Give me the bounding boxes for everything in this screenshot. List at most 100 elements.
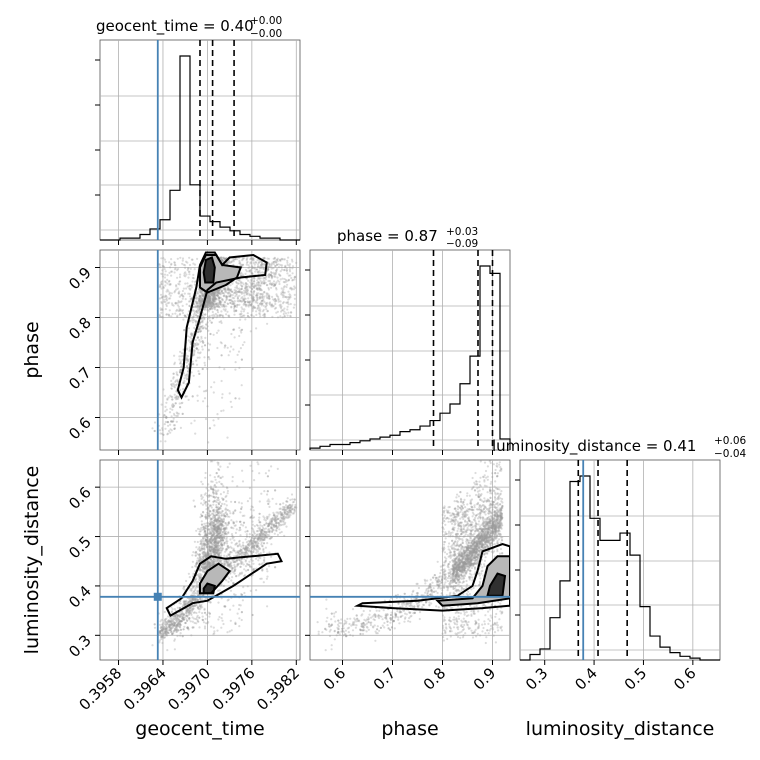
sample-point	[199, 351, 202, 354]
sample-point	[258, 287, 261, 290]
sample-point	[203, 317, 206, 320]
sample-point	[266, 297, 269, 300]
sample-point	[251, 297, 254, 300]
sample-point	[192, 581, 196, 584]
sample-point	[232, 328, 235, 331]
sample-point	[265, 283, 268, 287]
sample-point	[212, 538, 215, 541]
sample-point	[198, 328, 201, 331]
sample-point	[238, 529, 241, 532]
sample-point	[210, 550, 213, 553]
sample-point	[235, 542, 238, 545]
sample-point	[249, 508, 252, 511]
sample-point	[224, 507, 227, 510]
sample-point	[231, 537, 234, 540]
sample-point	[162, 265, 165, 268]
sample-point	[178, 280, 181, 283]
sample-point	[244, 538, 247, 541]
sample-point	[162, 433, 165, 436]
sample-point	[209, 298, 212, 301]
sample-point	[258, 287, 261, 290]
sample-point	[174, 402, 177, 405]
sample-point	[213, 296, 216, 299]
sample-point	[165, 313, 168, 316]
sample-point	[207, 301, 210, 304]
sample-point	[198, 295, 202, 298]
sample-point	[172, 372, 175, 375]
sample-point	[295, 261, 298, 264]
sample-point	[236, 612, 239, 615]
sample-point	[239, 282, 243, 285]
sample-point	[261, 299, 264, 302]
sample-point	[172, 377, 175, 380]
sample-point	[260, 296, 263, 299]
sample-point	[207, 562, 211, 565]
sample-point	[258, 306, 261, 309]
sample-point	[224, 344, 227, 347]
sample-point	[185, 348, 188, 351]
sample-point	[221, 259, 224, 262]
sample-point	[197, 607, 200, 610]
sample-point	[188, 304, 191, 308]
sample-point	[224, 527, 227, 531]
sample-point	[261, 302, 264, 305]
sample-point	[207, 303, 210, 306]
sample-point	[214, 523, 217, 526]
sample-point	[220, 520, 223, 523]
sample-point	[255, 283, 258, 286]
sample-point	[211, 534, 215, 537]
sample-point	[178, 370, 181, 374]
sample-point	[259, 277, 262, 280]
sample-point	[210, 321, 213, 324]
sample-point	[286, 272, 289, 275]
sample-point	[234, 397, 237, 400]
sample-point	[251, 547, 254, 550]
sample-point	[235, 520, 238, 523]
sample-point	[214, 297, 217, 300]
sample-point	[207, 302, 210, 305]
sample-point	[252, 530, 255, 533]
sample-point	[192, 273, 195, 276]
sample-point	[178, 355, 181, 358]
sample-point	[224, 522, 227, 525]
sample-point	[241, 281, 244, 284]
sample-point	[253, 546, 256, 549]
sample-point	[197, 370, 200, 373]
sample-point	[203, 535, 206, 538]
sample-point	[205, 487, 208, 490]
sample-point	[217, 291, 220, 294]
sample-point	[192, 262, 195, 265]
sample-point	[258, 512, 261, 515]
sample-point	[278, 282, 281, 286]
sample-point	[270, 271, 273, 274]
sample-point	[161, 432, 164, 435]
sample-point	[198, 288, 201, 291]
sample-point	[184, 395, 187, 398]
sample-point	[197, 342, 200, 346]
sample-point	[232, 510, 235, 513]
sample-point	[207, 542, 210, 546]
sample-point	[164, 427, 167, 430]
sample-point	[208, 296, 211, 299]
sample-point	[201, 295, 205, 298]
sample-point	[268, 565, 271, 568]
sample-point	[191, 316, 195, 319]
sample-point	[195, 298, 198, 301]
sample-point	[203, 326, 206, 329]
sample-point	[253, 276, 256, 280]
sample-point	[228, 292, 231, 295]
sample-point	[267, 502, 270, 505]
sample-point	[211, 527, 214, 530]
sample-point	[232, 522, 235, 525]
sample-point	[200, 321, 203, 324]
sample-point	[218, 540, 221, 543]
sample-point	[261, 562, 264, 565]
sample-point	[286, 283, 289, 286]
sample-point	[270, 555, 273, 558]
sample-point	[185, 287, 188, 290]
sample-point	[238, 289, 241, 292]
sample-point	[250, 304, 253, 307]
sample-point	[211, 300, 214, 303]
sample-point	[262, 297, 265, 300]
sample-point	[252, 295, 255, 298]
